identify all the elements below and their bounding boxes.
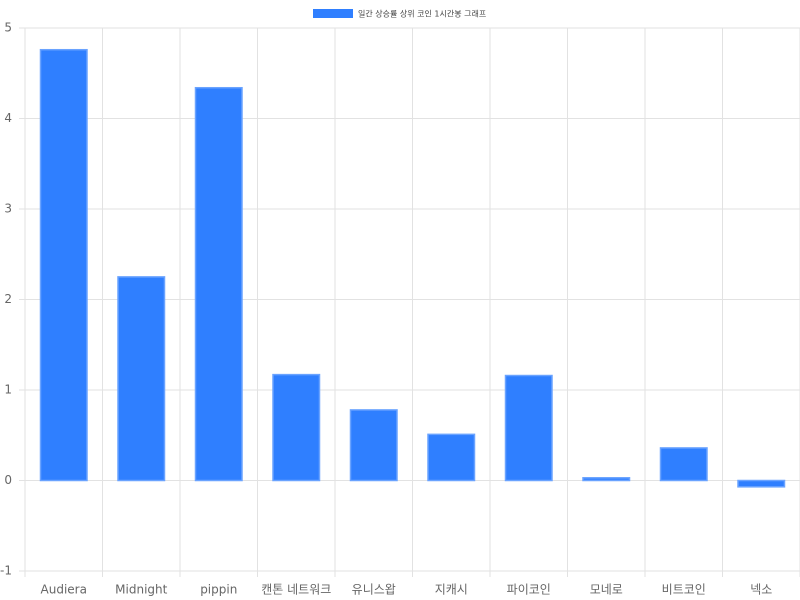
y-tick-label: 4 [4,111,12,125]
x-tick-label: Midnight [115,583,167,597]
bar [117,276,166,482]
x-tick-label: 파이코인 [507,583,551,597]
y-tick-label: 3 [4,202,12,216]
y-tick-label: 1 [4,383,12,397]
legend-swatch[interactable] [313,9,353,18]
bar [504,374,553,482]
x-tick-label: 지캐시 [435,583,468,597]
bar [349,409,398,482]
bar [582,477,631,482]
y-tick-label: 0 [4,473,12,487]
x-tick-label: 모네로 [590,583,623,597]
bar [737,479,786,488]
x-tick-label: Audiera [41,583,87,597]
y-tick-label: 5 [4,21,12,35]
bar [427,433,476,482]
x-tick-label: 비트코인 [662,583,706,597]
bar [194,86,243,482]
legend-label[interactable]: 일간 상승률 상위 코인 1시간봉 그래프 [358,9,486,19]
x-tick-label: 유니스왑 [352,583,396,597]
x-tick-label: pippin [200,583,237,597]
x-tick-label: 캔톤 네트워크 [261,583,331,597]
bar [39,48,88,482]
x-tick-label: 넥소 [750,583,772,597]
bar [659,447,708,482]
y-tick-label: 2 [4,292,12,306]
bar [272,373,321,482]
y-tick-label: -1 [0,564,12,578]
